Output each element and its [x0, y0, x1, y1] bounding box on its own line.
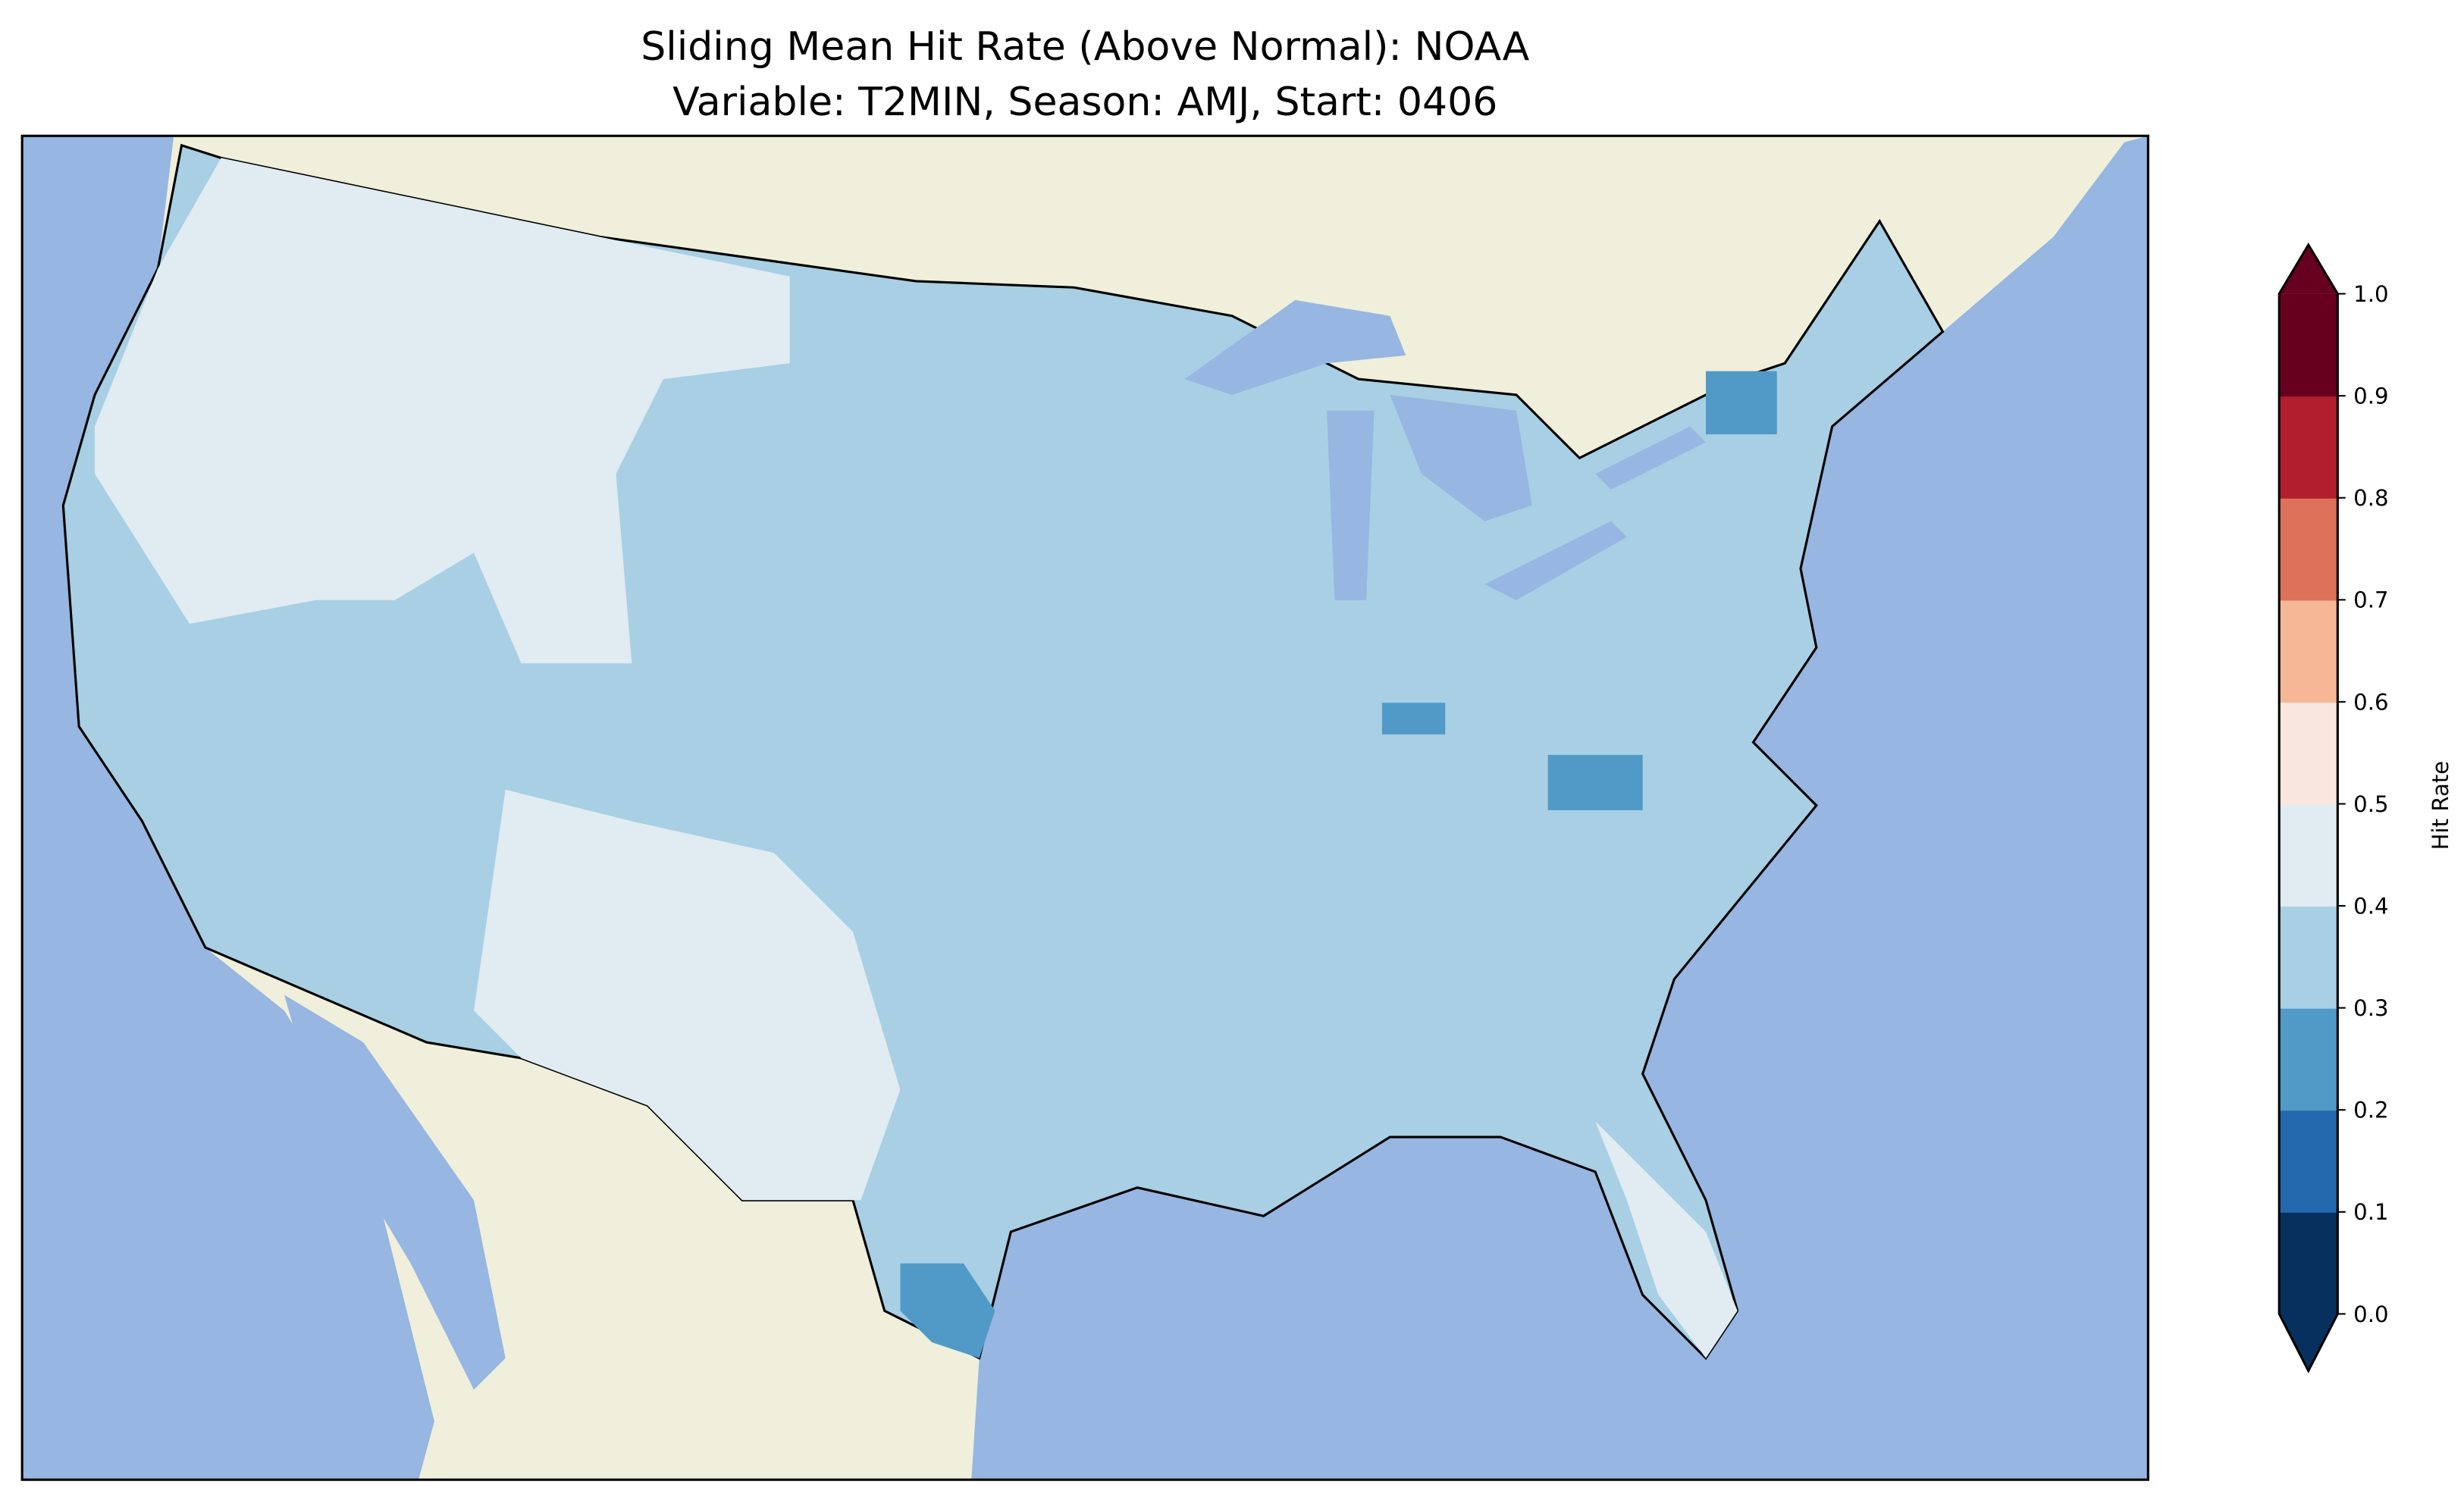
colorbar-bin: [2279, 600, 2338, 703]
colorbar-label: Hit Rate: [2428, 761, 2453, 850]
colorbar-tick-label: 1.0: [2353, 281, 2388, 307]
colorbar-bin: [2279, 1007, 2338, 1111]
colorbar-bin: [2279, 906, 2338, 1009]
colorbar-bin: [2279, 1211, 2338, 1315]
texas-coast-hit-rate-0.2-0.3: [900, 1263, 995, 1358]
great-lakes: [1184, 299, 1706, 600]
florida-hit-rate-0.4-0.5: [1595, 1121, 1738, 1358]
pacific-ocean: [22, 136, 434, 1480]
colorbar-tick-label: 0.6: [2353, 689, 2388, 715]
southwest-hit-rate-0.4-0.5: [474, 789, 901, 1201]
colorbar-tick-label: 0.8: [2353, 485, 2388, 511]
colorbar-bin: [2279, 701, 2338, 805]
colorbar-tick-label: 0.9: [2353, 384, 2388, 409]
gulf-of-california: [284, 994, 506, 1390]
colorbar-bin: [2279, 497, 2338, 601]
chart-subtitle: Variable: T2MIN, Season: AMJ, Start: 040…: [672, 80, 1497, 125]
map-frame: [20, 134, 2149, 1481]
kentucky-hit-rate-0.2-0.3: [1547, 754, 1643, 810]
colorbar-extend-max: [2279, 245, 2338, 294]
colorbar-tick-label: 0.5: [2353, 791, 2388, 817]
colorbar-tick-label: 0.0: [2353, 1301, 2388, 1327]
colorbar-bin: [2279, 293, 2338, 397]
colorbar: 0.0 0.1 0.2 0.3 0.4 0.5 0.6 0.7 0.8 0.9 1.0: [2277, 242, 2389, 1373]
colorbar-tick-label: 0.1: [2353, 1199, 2388, 1225]
colorbar-bin: [2279, 803, 2338, 907]
colorbar-tick-label: 0.2: [2353, 1098, 2388, 1123]
indiana-hit-rate-0.2-0.3: [1381, 703, 1446, 734]
colorbar-bin: [2279, 396, 2338, 499]
colorbar-tick-label: 0.7: [2353, 587, 2388, 613]
colorbar-tick-label: 0.3: [2353, 995, 2388, 1021]
atlantic-gulf-ocean: [971, 136, 2149, 1480]
new-york-hit-rate-0.2-0.3: [1706, 371, 1777, 434]
colorbar-extend-min: [2279, 1314, 2338, 1371]
colorbar-bin: [2279, 1110, 2338, 1213]
chart-title: Sliding Mean Hit Rate (Above Normal): NO…: [641, 24, 1529, 70]
map-panel: [20, 134, 2149, 1481]
northwest-hit-rate-0.4-0.5: [95, 158, 790, 664]
colorbar-tick-label: 0.4: [2353, 894, 2388, 919]
